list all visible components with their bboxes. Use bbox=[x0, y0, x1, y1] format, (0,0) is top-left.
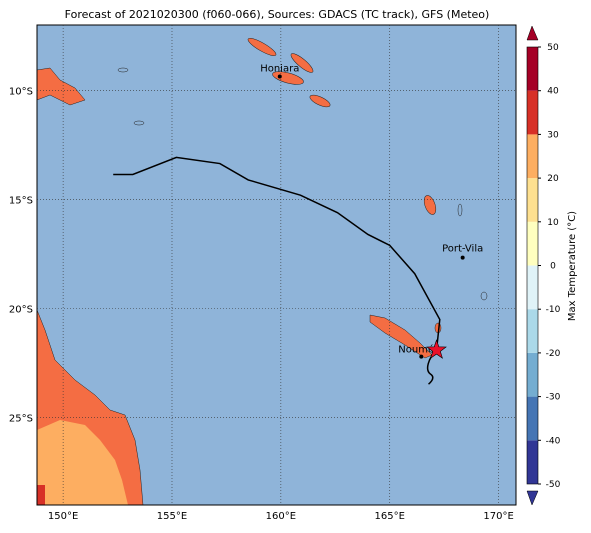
title: Forecast of 2021020300 (f060-066), Sourc… bbox=[65, 8, 490, 21]
y-tick-label: 25°S bbox=[9, 414, 33, 425]
colorbar-label: Max Temperature (°C) bbox=[567, 211, 578, 321]
city-label: Port-Vila bbox=[442, 244, 483, 255]
colorbar-band bbox=[527, 265, 538, 310]
x-tick-label: 160°E bbox=[266, 511, 296, 522]
colorbar-band bbox=[527, 90, 538, 135]
colorbar-band bbox=[527, 352, 538, 397]
colorbar-tick-label: 30 bbox=[547, 130, 559, 140]
colorbar-tick-label: 10 bbox=[547, 218, 559, 228]
colorbar-extend-bottom bbox=[526, 490, 539, 506]
city-label: Nouméa bbox=[398, 344, 440, 356]
colorbar-tick-label: 50 bbox=[547, 43, 559, 53]
city-marker bbox=[419, 354, 424, 359]
colorbar-extend-top bbox=[526, 25, 539, 41]
y-tick-label: 15°S bbox=[9, 196, 33, 207]
colorbar-tick-label: -30 bbox=[546, 393, 561, 403]
colorbar-band bbox=[527, 178, 538, 222]
colorbar-tick-label: -40 bbox=[546, 436, 561, 446]
colorbar-band bbox=[527, 134, 538, 179]
colorbar-tick-label: 40 bbox=[547, 87, 559, 97]
colorbar-tick-label: -10 bbox=[546, 305, 561, 315]
colorbar-band bbox=[527, 309, 538, 353]
x-tick-label: 150°E bbox=[48, 511, 78, 522]
y-tick-label: 10°S bbox=[9, 86, 33, 97]
tc-position-star bbox=[426, 339, 447, 359]
tc-track bbox=[113, 156, 441, 351]
y-tick-label: 20°S bbox=[9, 305, 33, 316]
x-tick-label: 170°E bbox=[483, 511, 513, 522]
x-tick-label: 165°E bbox=[375, 511, 405, 522]
city-label: Honiara bbox=[260, 63, 299, 74]
colorbar-tick-label: -20 bbox=[546, 349, 561, 359]
colorbar-band bbox=[527, 440, 538, 484]
city-marker bbox=[277, 74, 282, 79]
colorbar-tick-label: -50 bbox=[546, 480, 561, 490]
x-tick-label: 155°E bbox=[157, 511, 187, 522]
colorbar-band bbox=[527, 221, 538, 266]
land bbox=[37, 38, 488, 505]
city-marker bbox=[460, 255, 465, 260]
colorbar-band bbox=[527, 47, 538, 91]
colorbar-tick-label: 20 bbox=[547, 174, 559, 184]
colorbar-tick-label: 0 bbox=[550, 262, 556, 272]
map-frame bbox=[36, 24, 517, 506]
colorbar-band bbox=[527, 396, 538, 441]
